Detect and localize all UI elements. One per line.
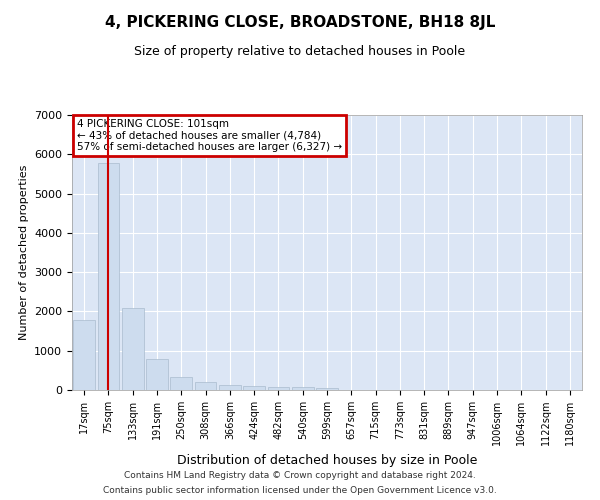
Bar (219, 386, 241, 390)
X-axis label: Distribution of detached houses by size in Poole: Distribution of detached houses by size … (177, 454, 477, 466)
Bar (268, 387, 289, 390)
Bar (97, 163, 119, 390)
Bar (122, 308, 143, 390)
Bar (73, 320, 95, 390)
Text: Contains public sector information licensed under the Open Government Licence v3: Contains public sector information licen… (103, 486, 497, 495)
Y-axis label: Number of detached properties: Number of detached properties (19, 165, 29, 340)
Text: 4, PICKERING CLOSE, BROADSTONE, BH18 8JL: 4, PICKERING CLOSE, BROADSTONE, BH18 8JL (105, 15, 495, 30)
Bar (316, 388, 338, 390)
Bar (243, 386, 265, 390)
Text: Contains HM Land Registry data © Crown copyright and database right 2024.: Contains HM Land Registry data © Crown c… (124, 471, 476, 480)
Bar (194, 382, 217, 390)
Text: Size of property relative to detached houses in Poole: Size of property relative to detached ho… (134, 45, 466, 58)
Text: 4 PICKERING CLOSE: 101sqm
← 43% of detached houses are smaller (4,784)
57% of se: 4 PICKERING CLOSE: 101sqm ← 43% of detac… (77, 119, 342, 152)
Bar (146, 359, 168, 390)
Bar (292, 387, 314, 390)
Bar (170, 376, 192, 390)
